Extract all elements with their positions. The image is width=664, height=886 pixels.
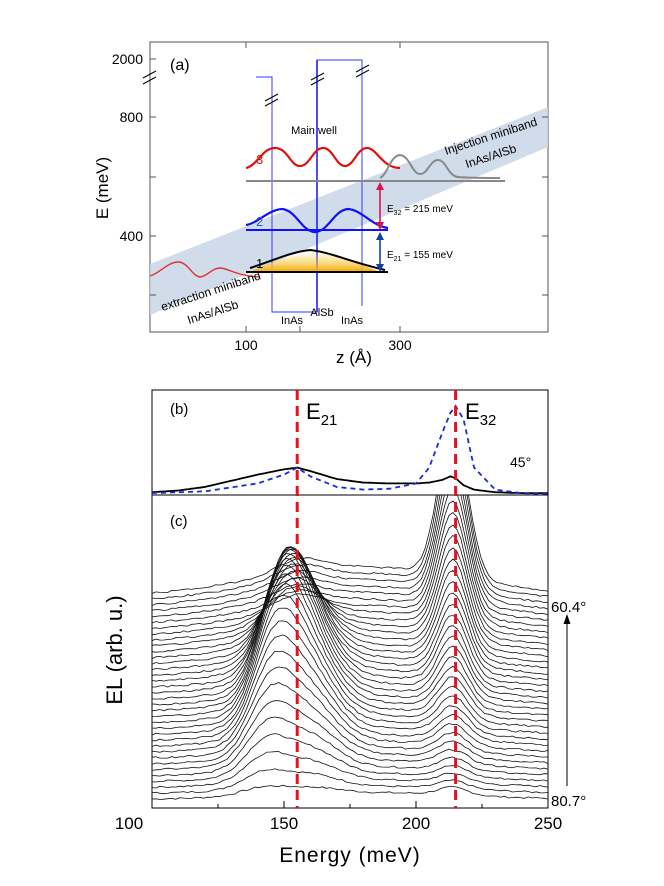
y-axis-label-a: E (meV) xyxy=(93,157,112,219)
x-tick-200-c: 200 xyxy=(402,814,430,833)
spectrum-line xyxy=(152,500,548,629)
wavefunction-injection xyxy=(379,153,501,179)
spectrum-line xyxy=(152,495,548,606)
panel-c-ticks xyxy=(151,801,549,808)
layer-label-inas-right: InAs xyxy=(341,315,364,327)
spectrum-line xyxy=(152,556,548,659)
panel-b-angle: 45° xyxy=(510,454,531,470)
y-axis-label-c: EL (arb. u.) xyxy=(102,595,127,704)
e32-arrowhead-down xyxy=(376,222,384,230)
spectrum-line xyxy=(152,547,548,653)
spectrum-line xyxy=(152,682,548,765)
spectrum-line xyxy=(152,700,548,771)
spectrum-line xyxy=(152,573,548,717)
panel-b: (b) 45° E21 E32 xyxy=(151,389,549,496)
e21-annotation: E21 = 155 meV xyxy=(387,250,453,263)
spectrum-line xyxy=(152,716,548,777)
spectrum-line xyxy=(152,552,548,700)
level-2-label: 2 xyxy=(256,214,263,229)
wavefunction-1 xyxy=(249,248,386,271)
x-tick-100-c: 100 xyxy=(115,814,143,833)
panel-c-label: (c) xyxy=(170,513,188,530)
panel-c: (c) 100 150 200 250 Energy (meV) EL (arb… xyxy=(102,494,586,867)
spectrum-line xyxy=(152,546,548,676)
axis-break-marks xyxy=(142,64,370,107)
spectrum-line xyxy=(152,607,548,736)
e32-marker-label: E32 xyxy=(465,399,496,429)
layer-label-inas-left: InAs xyxy=(281,315,304,327)
panel-b-dashed-curve xyxy=(151,404,549,495)
panel-b-frame xyxy=(151,389,549,496)
spectrum-line xyxy=(152,511,548,636)
level-1-label: 1 xyxy=(256,256,263,271)
miniband-band xyxy=(150,107,548,315)
level-3-label: 3 xyxy=(256,152,263,167)
spectrum-line xyxy=(152,620,548,742)
angle-top-label: 60.4° xyxy=(551,599,586,616)
angle-bottom-label: 80.7° xyxy=(551,793,586,810)
spectrum-line xyxy=(152,564,548,712)
spectrum-line xyxy=(152,552,548,665)
wavefunction-3 xyxy=(245,146,401,170)
spectrum-line xyxy=(152,495,548,594)
spectrum-line xyxy=(152,549,548,694)
spectrum-line xyxy=(152,548,548,671)
e32-arrowhead-up xyxy=(376,182,384,190)
y-tick-800: 800 xyxy=(120,109,144,125)
main-well-label: Main well xyxy=(291,125,337,137)
panel-a-label: (a) xyxy=(170,57,190,74)
angle-arrowhead xyxy=(563,614,571,624)
spectrum-line xyxy=(152,557,548,706)
panel-a: (a) 2000 800 400 100 300 E (meV) z (Å) M… xyxy=(93,41,549,367)
stacked-spectra xyxy=(152,495,548,800)
spectrum-line xyxy=(152,546,548,688)
spectrum-line xyxy=(152,495,548,611)
panel-b-solid-curve xyxy=(151,466,548,494)
spectrum-line xyxy=(152,666,548,759)
x-axis-label-a: z (Å) xyxy=(336,348,372,367)
panel-b-label: (b) xyxy=(170,401,188,418)
spectrum-line xyxy=(152,784,548,800)
spectrum-line xyxy=(152,594,548,729)
layer-label-alsb: AlSb xyxy=(310,307,333,319)
panel-a-frame xyxy=(149,41,549,333)
spectrum-line xyxy=(152,495,548,600)
y-tick-2000: 2000 xyxy=(112,51,143,67)
spectrum-line xyxy=(152,768,548,795)
spectrum-line xyxy=(152,495,548,624)
spectrum-line xyxy=(152,546,548,682)
spectrum-line xyxy=(152,583,548,724)
panel-a-ticks xyxy=(150,42,548,332)
y-tick-400: 400 xyxy=(120,228,144,244)
e21-arrowhead-up xyxy=(376,232,384,240)
spectrum-line xyxy=(152,524,548,641)
x-axis-label-c: Energy (meV) xyxy=(279,844,421,867)
spectrum-line xyxy=(152,495,548,618)
e21-marker-label: E21 xyxy=(306,399,337,429)
spectrum-line xyxy=(152,534,548,646)
e32-annotation: E32 = 215 meV xyxy=(387,204,453,217)
e21-arrowhead-down xyxy=(376,264,384,272)
x-tick-100: 100 xyxy=(234,337,258,353)
x-tick-300: 300 xyxy=(388,337,412,353)
wavefunction-2 xyxy=(245,207,389,234)
ground-state-glow xyxy=(250,252,380,272)
x-tick-150-c: 150 xyxy=(270,814,298,833)
spectrum-line xyxy=(152,651,548,753)
spectrum-line xyxy=(152,733,548,783)
x-tick-250-c: 250 xyxy=(534,814,562,833)
spectrum-line xyxy=(152,751,548,789)
spectrum-line xyxy=(152,634,548,747)
wavefunction-extraction xyxy=(150,261,261,278)
